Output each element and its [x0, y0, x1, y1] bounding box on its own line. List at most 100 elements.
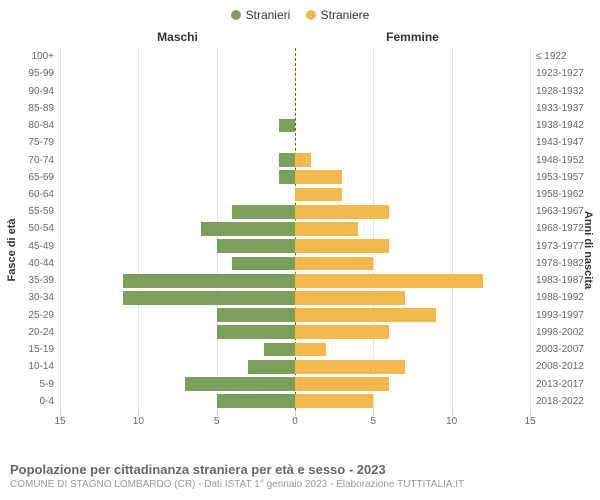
age-label: 100+: [31, 51, 60, 62]
birth-year-label: 1963-1967: [530, 206, 584, 217]
bar-half-male: [60, 341, 295, 358]
bar-half-male: [60, 393, 295, 410]
bar-male: [217, 239, 295, 253]
chart-row: 75-791943-1947: [60, 134, 530, 151]
chart-row: 55-591963-1967: [60, 203, 530, 220]
bar-half-male: [60, 151, 295, 168]
age-label: 95-99: [28, 68, 60, 79]
chart-row: 95-991923-1927: [60, 65, 530, 82]
legend-label-female: Straniere: [321, 8, 370, 22]
birth-year-label: 1988-1992: [530, 292, 584, 303]
birth-year-label: 2013-2017: [530, 379, 584, 390]
legend-item-male: Stranieri: [231, 8, 291, 22]
x-tick-label: 5: [214, 416, 220, 427]
column-title-male: Maschi: [60, 30, 295, 44]
birth-year-label: 1998-2002: [530, 327, 584, 338]
bar-half-female: [295, 65, 530, 82]
plot-area: Maschi Femmine 100+≤ 192295-991923-19279…: [60, 30, 530, 430]
bar-half-male: [60, 238, 295, 255]
bar-half-female: [295, 255, 530, 272]
bar-half-female: [295, 134, 530, 151]
bar-half-female: [295, 238, 530, 255]
bar-half-female: [295, 100, 530, 117]
bar-half-male: [60, 117, 295, 134]
chart-row: 60-641958-1962: [60, 186, 530, 203]
x-tick-label: 10: [446, 416, 457, 427]
bar-female: [295, 394, 373, 408]
birth-year-label: 1928-1932: [530, 86, 584, 97]
birth-year-label: 1948-1952: [530, 155, 584, 166]
birth-year-label: 1983-1987: [530, 275, 584, 286]
bar-male: [123, 291, 295, 305]
bar-half-female: [295, 169, 530, 186]
bar-half-female: [295, 307, 530, 324]
bar-half-male: [60, 307, 295, 324]
bar-half-female: [295, 289, 530, 306]
age-label: 25-29: [28, 310, 60, 321]
bar-female: [295, 205, 389, 219]
age-label: 55-59: [28, 206, 60, 217]
age-label: 40-44: [28, 258, 60, 269]
legend-label-male: Stranieri: [246, 8, 291, 22]
age-label: 60-64: [28, 189, 60, 200]
age-label: 90-94: [28, 86, 60, 97]
age-label: 75-79: [28, 137, 60, 148]
bar-half-male: [60, 169, 295, 186]
y-axis-title-left: Fasce di età: [6, 219, 18, 282]
chart-row: 80-841938-1942: [60, 117, 530, 134]
bar-half-male: [60, 100, 295, 117]
bar-half-female: [295, 82, 530, 99]
age-label: 45-49: [28, 241, 60, 252]
chart-rows: 100+≤ 192295-991923-192790-941928-193285…: [60, 48, 530, 410]
bar-male: [217, 394, 295, 408]
bar-male: [232, 205, 295, 219]
bar-half-female: [295, 186, 530, 203]
age-label: 10-14: [28, 361, 60, 372]
bar-female: [295, 222, 358, 236]
bar-half-male: [60, 324, 295, 341]
chart-row: 30-341988-1992: [60, 289, 530, 306]
age-label: 50-54: [28, 223, 60, 234]
chart-row: 45-491973-1977: [60, 238, 530, 255]
birth-year-label: ≤ 1922: [530, 51, 567, 62]
bar-half-female: [295, 272, 530, 289]
chart-row: 10-142008-2012: [60, 358, 530, 375]
bar-female: [295, 291, 405, 305]
birth-year-label: 1958-1962: [530, 189, 584, 200]
footer-title: Popolazione per cittadinanza straniera p…: [10, 462, 590, 477]
age-label: 0-4: [40, 396, 60, 407]
x-axis: 15105051015: [60, 410, 530, 430]
legend-swatch-male: [231, 10, 241, 20]
bar-half-female: [295, 324, 530, 341]
chart-row: 85-891933-1937: [60, 100, 530, 117]
age-label: 5-9: [40, 379, 60, 390]
chart-row: 5-92013-2017: [60, 375, 530, 392]
x-tick-label: 15: [524, 416, 535, 427]
bar-female: [295, 274, 483, 288]
bar-half-male: [60, 255, 295, 272]
chart-row: 70-741948-1952: [60, 151, 530, 168]
legend-swatch-female: [306, 10, 316, 20]
bar-male: [185, 377, 295, 391]
birth-year-label: 1943-1947: [530, 137, 584, 148]
birth-year-label: 2018-2022: [530, 396, 584, 407]
bar-half-male: [60, 186, 295, 203]
age-label: 65-69: [28, 172, 60, 183]
x-tick-label: 5: [371, 416, 377, 427]
birth-year-label: 1953-1957: [530, 172, 584, 183]
bar-half-female: [295, 341, 530, 358]
bar-half-female: [295, 117, 530, 134]
bar-half-male: [60, 82, 295, 99]
chart-row: 90-941928-1932: [60, 82, 530, 99]
bar-male: [201, 222, 295, 236]
age-label: 30-34: [28, 292, 60, 303]
footer-subtitle: COMUNE DI STAGNO LOMBARDO (CR) - Dati IS…: [10, 479, 590, 490]
legend: Stranieri Straniere: [0, 8, 600, 23]
column-titles: Maschi Femmine: [60, 30, 530, 48]
x-tick-label: 10: [133, 416, 144, 427]
bar-male: [279, 170, 295, 184]
birth-year-label: 1978-1982: [530, 258, 584, 269]
birth-year-label: 1973-1977: [530, 241, 584, 252]
x-tick-label: 0: [292, 416, 298, 427]
bar-female: [295, 377, 389, 391]
